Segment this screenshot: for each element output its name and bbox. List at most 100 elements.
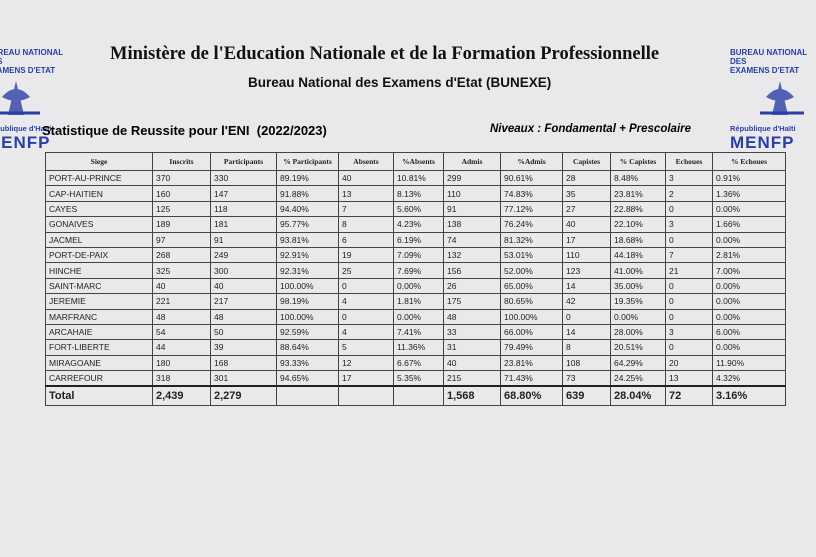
cell: 0 xyxy=(665,339,713,356)
cell: 79.49% xyxy=(500,339,563,356)
column-header: Echoues xyxy=(665,152,713,171)
cell: 5.60% xyxy=(393,200,444,218)
cell: 23.81% xyxy=(610,185,666,202)
cell: 160 xyxy=(152,185,211,202)
data-row: HINCHE 325 300 92.31% 25 7.69% 156 52.00% 123 41.… xyxy=(45,262,786,279)
total-cell: 28.04% xyxy=(610,385,666,407)
cell: 20.51% xyxy=(610,339,666,356)
total-cell xyxy=(393,385,444,407)
cell: 221 xyxy=(152,293,211,310)
site-name: MARFRANC xyxy=(45,308,153,325)
cell: 4 xyxy=(338,293,394,310)
cell: 0.00% xyxy=(712,293,786,310)
cell: 100.00% xyxy=(276,308,339,325)
cell: 10.81% xyxy=(393,169,444,187)
total-cell: 639 xyxy=(562,385,611,407)
report-title: Statistique de Reussite pour l'ENI (2022… xyxy=(42,123,327,138)
cell: 92.59% xyxy=(276,323,339,341)
ministry-title: Ministère de l'Education Nationale et de… xyxy=(110,44,660,64)
cell: 92.31% xyxy=(276,262,339,279)
cell: 98.19% xyxy=(276,293,339,310)
cell: 93.33% xyxy=(276,354,339,372)
cell: 7 xyxy=(338,200,394,218)
cell: 125 xyxy=(152,200,211,218)
levels: Niveaux : Fondamental + Prescolaire xyxy=(490,123,692,135)
data-row: MIRAGOANE 180 168 93.33% 12 6.67% 40 23.81% 108 6… xyxy=(45,354,786,372)
total-row: Total 2,439 2,279 1,568 68.80% 639 28.04% 72 3.1… xyxy=(45,385,786,407)
cell: 0.00% xyxy=(610,308,666,325)
cell: 8 xyxy=(338,216,394,233)
data-row: CARREFOUR 318 301 94.65% 17 5.35% 215 71.43% 73 2… xyxy=(45,370,786,387)
cell: 14 xyxy=(562,323,611,341)
cell: 91.88% xyxy=(276,185,339,202)
column-header: Admis xyxy=(443,152,501,171)
total-cell: 2,439 xyxy=(152,385,211,407)
cell: 110 xyxy=(562,246,611,264)
cell: 44.18% xyxy=(610,246,666,264)
cell: 53.01% xyxy=(500,246,563,264)
cell: 22.88% xyxy=(610,200,666,218)
cell: 94.65% xyxy=(276,370,339,387)
cell: 74.83% xyxy=(500,185,563,202)
column-header: Absents xyxy=(338,152,394,171)
column-header: Participants xyxy=(210,152,277,171)
total-cell xyxy=(276,385,339,407)
cell: 74 xyxy=(443,231,501,248)
results-table: Siege Inscrits Participants% Participants A… xyxy=(45,152,786,407)
total-cell: Total xyxy=(45,385,153,407)
cell: 8 xyxy=(562,339,611,356)
site-name: CAYES xyxy=(45,200,153,218)
cell: 11.36% xyxy=(393,339,444,356)
site-name: JEREMIE xyxy=(45,293,153,310)
cell: 97 xyxy=(152,231,211,248)
cell: 156 xyxy=(443,262,501,279)
data-row: ARCAHAIE 54 50 92.59% 4 7.41% 33 66.00% 14 28.00%… xyxy=(45,323,786,341)
cell: 0 xyxy=(665,308,713,325)
cell: 50 xyxy=(210,323,277,341)
cell: 168 xyxy=(210,354,277,372)
logo-emblem xyxy=(0,81,40,115)
cell: 299 xyxy=(443,169,501,187)
total-cell: 2,279 xyxy=(210,385,277,407)
cell: 21 xyxy=(665,262,713,279)
cell: 33 xyxy=(443,323,501,341)
column-header: Capistes xyxy=(562,152,611,171)
site-name: PORT-DE-PAIX xyxy=(45,246,153,264)
logo-emblem xyxy=(760,81,804,115)
cell: 138 xyxy=(443,216,501,233)
cell: 31 xyxy=(443,339,501,356)
cell: 180 xyxy=(152,354,211,372)
cell: 268 xyxy=(152,246,211,264)
cell: 25 xyxy=(338,262,394,279)
total-cell: 1,568 xyxy=(443,385,501,407)
cell: 23.81% xyxy=(500,354,563,372)
column-header: % Echoues xyxy=(712,152,786,171)
cell: 52.00% xyxy=(500,262,563,279)
cell: 325 xyxy=(152,262,211,279)
site-name: GONAIVES xyxy=(45,216,153,233)
cell: 71.43% xyxy=(500,370,563,387)
cell: 81.32% xyxy=(500,231,563,248)
logo-text: EXAMENS D'ETAT xyxy=(0,66,56,75)
cell: 7.41% xyxy=(393,323,444,341)
cell: 249 xyxy=(210,246,277,264)
data-row: GONAIVES 189 181 95.77% 8 4.23% 138 76.24% 40 22.… xyxy=(45,216,786,233)
logo-text: République d'Haïti xyxy=(0,124,52,133)
data-row: JACMEL 97 91 93.81% 6 6.19% 74 81.32% 17 18.68% 0 0… xyxy=(45,231,786,248)
data-row: CAYES 125 118 94.40% 7 5.60% 91 77.12% 27 22.88% 0… xyxy=(45,200,786,218)
cell: 100.00% xyxy=(500,308,563,325)
column-header: % Capistes xyxy=(610,152,666,171)
cell: 76.24% xyxy=(500,216,563,233)
cell: 93.81% xyxy=(276,231,339,248)
cell: 40 xyxy=(210,277,277,295)
total-cell xyxy=(338,385,394,407)
cell: 0 xyxy=(665,231,713,248)
cell: 40 xyxy=(562,216,611,233)
column-header: %Admis xyxy=(500,152,563,171)
data-row: FORT-LIBERTE 44 39 88.64% 5 11.36% 31 79.49% 8 20… xyxy=(45,339,786,356)
cell: 19.35% xyxy=(610,293,666,310)
cell: 2 xyxy=(665,185,713,202)
cell: 3 xyxy=(665,169,713,187)
cell: 118 xyxy=(210,200,277,218)
cell: 318 xyxy=(152,370,211,387)
